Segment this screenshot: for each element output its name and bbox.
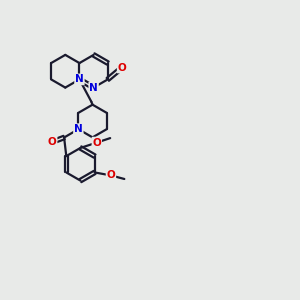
Text: O: O [48, 137, 57, 147]
Text: O: O [92, 138, 101, 148]
Text: O: O [118, 62, 126, 73]
Text: N: N [74, 124, 83, 134]
Text: N: N [89, 82, 98, 93]
Text: N: N [75, 74, 84, 84]
Text: O: O [106, 170, 115, 180]
